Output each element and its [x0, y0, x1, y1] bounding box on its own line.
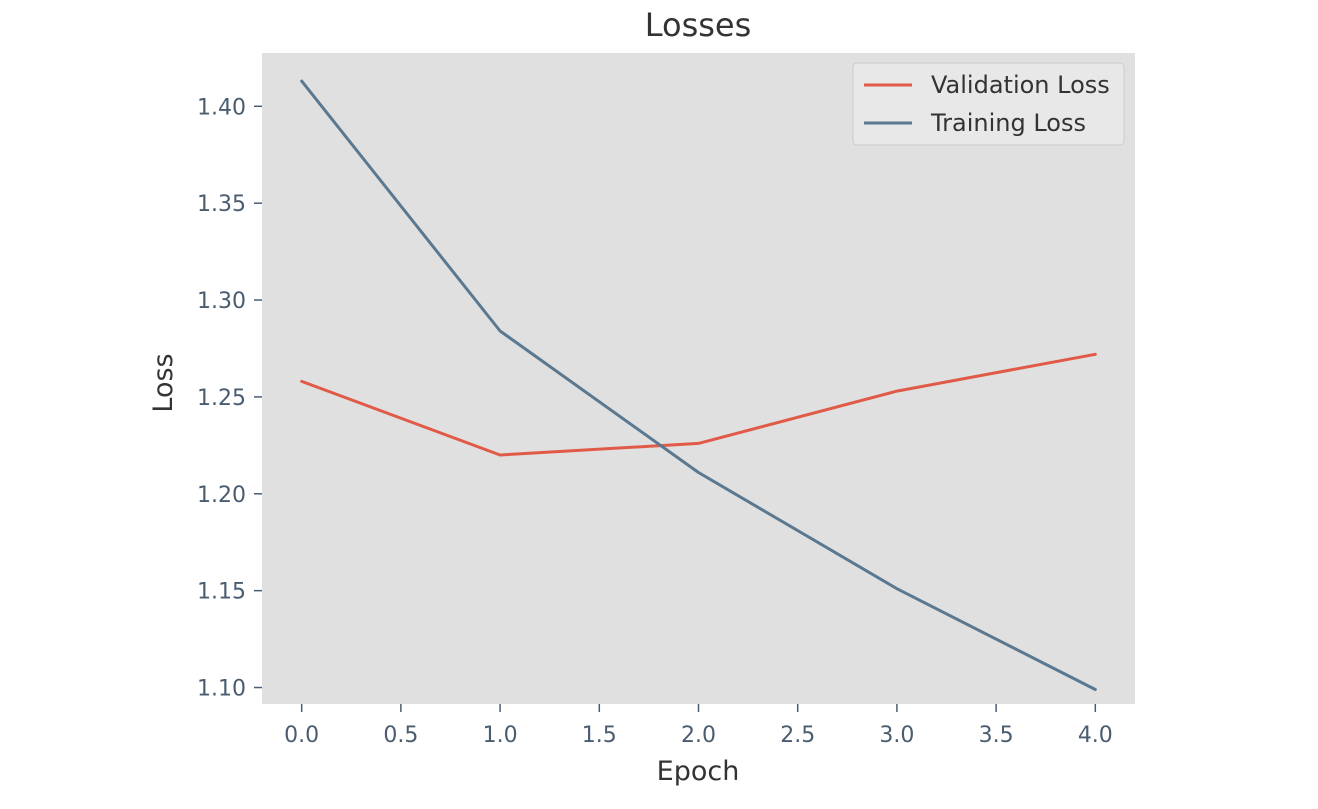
y-tick-label: 1.30 — [197, 289, 246, 314]
y-tick-label: 1.15 — [197, 580, 246, 605]
x-axis-label: Epoch — [657, 756, 740, 787]
x-tick-label: 0.5 — [383, 723, 418, 748]
x-tick-label: 3.5 — [979, 723, 1014, 748]
x-tick-label: 0.0 — [284, 723, 319, 748]
y-axis-label: Loss — [148, 353, 179, 412]
x-tick-label: 4.0 — [1078, 723, 1113, 748]
y-tick-label: 1.25 — [197, 386, 246, 411]
y-tick-label: 1.35 — [197, 192, 246, 217]
x-tick-label: 2.5 — [780, 723, 815, 748]
y-tick-label: 1.40 — [197, 95, 246, 120]
y-axis-ticks: 1.10 1.15 1.20 1.25 1.30 1.35 1.40 — [197, 95, 262, 702]
series-line-validation-loss — [300, 352, 1097, 457]
x-tick-label: 1.0 — [483, 723, 518, 748]
legend: Validation Loss Training Loss — [852, 62, 1125, 146]
legend-box — [852, 62, 1125, 146]
legend-label-training-loss: Training Loss — [930, 109, 1086, 137]
y-tick-label: 1.20 — [197, 483, 246, 508]
x-axis-ticks: 0.0 0.5 1.0 1.5 2.0 2.5 3.0 3.5 4.0 — [284, 704, 1113, 748]
x-tick-label: 1.5 — [582, 723, 617, 748]
legend-label-validation-loss: Validation Loss — [931, 71, 1110, 99]
x-tick-label: 3.0 — [879, 723, 914, 748]
x-tick-label: 2.0 — [681, 723, 716, 748]
chart-title: Losses — [645, 6, 752, 44]
y-tick-label: 1.10 — [197, 677, 246, 702]
series-lines — [300, 79, 1097, 691]
plot-area — [262, 53, 1135, 704]
series-line-training-loss — [300, 79, 1097, 691]
